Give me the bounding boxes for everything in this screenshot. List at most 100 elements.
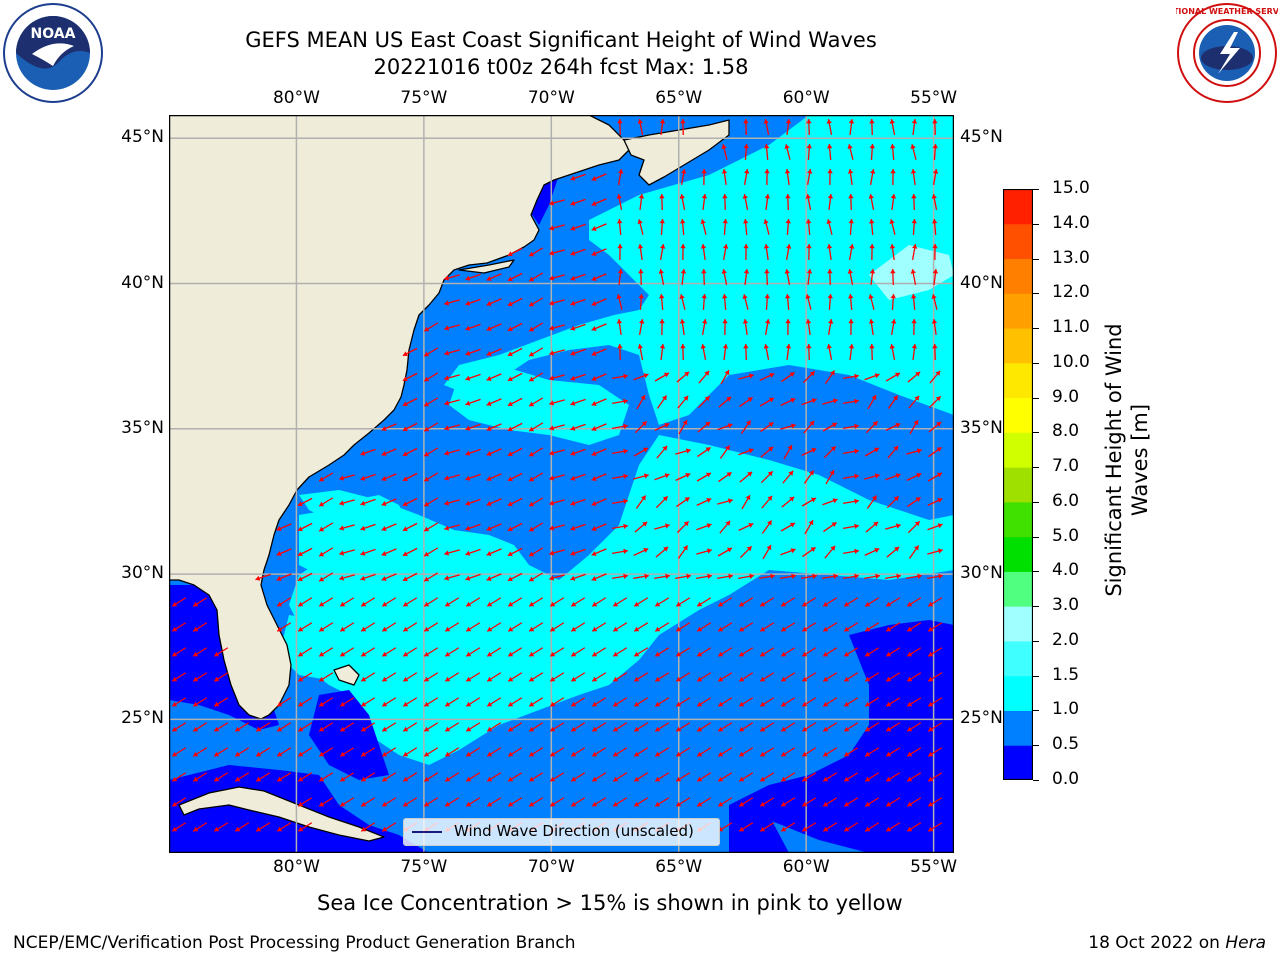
wave-direction-arrow	[843, 672, 859, 682]
wave-direction-arrow	[318, 597, 334, 607]
wave-direction-arrow	[617, 169, 624, 185]
wave-direction-arrow	[465, 772, 481, 782]
wave-direction-arrow	[465, 597, 481, 607]
colorbar-bin-12	[1003, 328, 1033, 364]
wave-direction-arrow	[444, 349, 460, 356]
wave-direction-arrow	[675, 697, 691, 707]
colorbar-tick-mark	[1033, 293, 1039, 295]
wave-direction-arrow	[381, 772, 397, 782]
wave-direction-arrow	[885, 523, 901, 530]
lon-tick-top-4: 60°W	[782, 88, 830, 108]
lon-tick-top-3: 65°W	[655, 88, 703, 108]
wave-direction-arrow	[764, 143, 770, 161]
wave-direction-arrow	[402, 472, 418, 482]
wave-direction-arrow	[931, 318, 938, 336]
wave-direction-arrow	[486, 423, 502, 431]
wave-direction-arrow	[759, 697, 775, 707]
wave-direction-arrow	[801, 447, 817, 456]
wave-direction-arrow	[804, 519, 814, 535]
wave-direction-arrow	[192, 772, 208, 782]
wave-direction-arrow	[698, 370, 710, 384]
wave-direction-arrow	[612, 473, 628, 480]
wave-direction-arrow	[869, 268, 876, 286]
wave-direction-arrow	[402, 522, 418, 532]
wave-direction-arrow	[722, 193, 728, 211]
wave-direction-arrow	[931, 294, 938, 310]
wave-direction-arrow	[444, 524, 460, 531]
wave-direction-arrow	[869, 343, 875, 361]
wave-direction-arrow	[885, 647, 901, 657]
wave-direction-arrow	[738, 697, 754, 707]
wave-direction-arrow	[612, 373, 628, 380]
wave-direction-arrow	[423, 497, 439, 507]
wave-direction-arrow	[759, 822, 775, 832]
grid-lines	[169, 115, 954, 853]
wave-direction-arrow	[801, 398, 817, 406]
wave-direction-arrow	[171, 722, 187, 732]
wave-direction-arrow	[570, 198, 586, 206]
wave-direction-arrow	[507, 647, 523, 657]
wave-direction-arrow	[801, 573, 817, 580]
wave-direction-arrow	[591, 448, 607, 456]
wave-direction-arrow	[780, 573, 796, 580]
wave-direction-arrow	[507, 272, 523, 282]
colorbar-tick-mark	[1033, 328, 1039, 330]
wave-direction-arrow	[932, 343, 938, 361]
wave-direction-arrow	[717, 672, 733, 682]
wave-direction-arrow	[591, 173, 607, 181]
wave-direction-arrow	[213, 772, 229, 782]
wave-direction-arrow	[360, 747, 376, 757]
wave-direction-arrow	[827, 293, 833, 311]
wave-direction-arrow	[890, 319, 897, 335]
lon-tick-bottom-2: 70°W	[527, 857, 575, 877]
wave-direction-arrow	[402, 647, 418, 657]
wave-direction-arrow	[528, 572, 544, 582]
wave-direction-arrow	[908, 395, 920, 409]
wave-direction-arrow	[633, 547, 649, 556]
wave-direction-arrow	[782, 470, 794, 484]
wave-direction-arrow	[911, 318, 917, 336]
wave-direction-arrow	[465, 348, 481, 356]
wave-direction-arrow	[864, 473, 880, 480]
wave-direction-arrow	[865, 420, 879, 434]
wave-direction-arrow	[486, 273, 502, 281]
wave-direction-arrow	[360, 797, 376, 807]
wave-direction-arrow	[633, 672, 649, 682]
wave-direction-arrow	[675, 573, 691, 580]
wave-direction-arrow	[549, 499, 565, 506]
wave-direction-arrow	[927, 772, 943, 782]
wave-direction-arrow	[864, 373, 880, 381]
wave-direction-arrow	[297, 772, 313, 782]
wave-direction-arrow	[591, 797, 607, 807]
wave-direction-arrow	[889, 243, 896, 261]
lon-tick-bottom-4: 60°W	[782, 857, 830, 877]
wave-direction-arrow	[570, 448, 586, 456]
wave-direction-arrow	[680, 268, 687, 286]
wave-direction-arrow	[717, 772, 733, 782]
wave-direction-arrow	[528, 272, 544, 282]
wave-direction-arrow	[678, 419, 688, 435]
wave-direction-arrow	[423, 747, 439, 757]
wave-direction-arrow	[739, 396, 753, 408]
wave-direction-arrow	[717, 722, 733, 732]
wave-direction-arrow	[528, 347, 544, 357]
wave-direction-arrow	[549, 722, 565, 732]
wave-direction-arrow	[360, 822, 376, 832]
wave-direction-arrow	[381, 423, 397, 431]
wave-direction-arrow	[486, 398, 502, 406]
wave-direction-arrow	[738, 373, 754, 380]
wave-direction-arrow	[507, 322, 523, 332]
wave-direction-arrow	[717, 622, 733, 632]
wave-direction-arrow	[192, 672, 208, 682]
wave-direction-arrow	[381, 747, 397, 757]
wave-direction-arrow	[803, 470, 815, 484]
wave-direction-arrow	[444, 747, 460, 757]
wave-direction-arrow	[806, 143, 812, 161]
wave-direction-arrow	[528, 597, 544, 607]
wave-direction-arrow	[402, 497, 418, 507]
wave-direction-arrow	[297, 822, 313, 832]
wave-direction-arrow	[654, 647, 670, 657]
wave-direction-arrow	[638, 268, 644, 286]
wave-direction-arrow	[465, 622, 481, 632]
wave-direction-arrow	[780, 697, 796, 707]
